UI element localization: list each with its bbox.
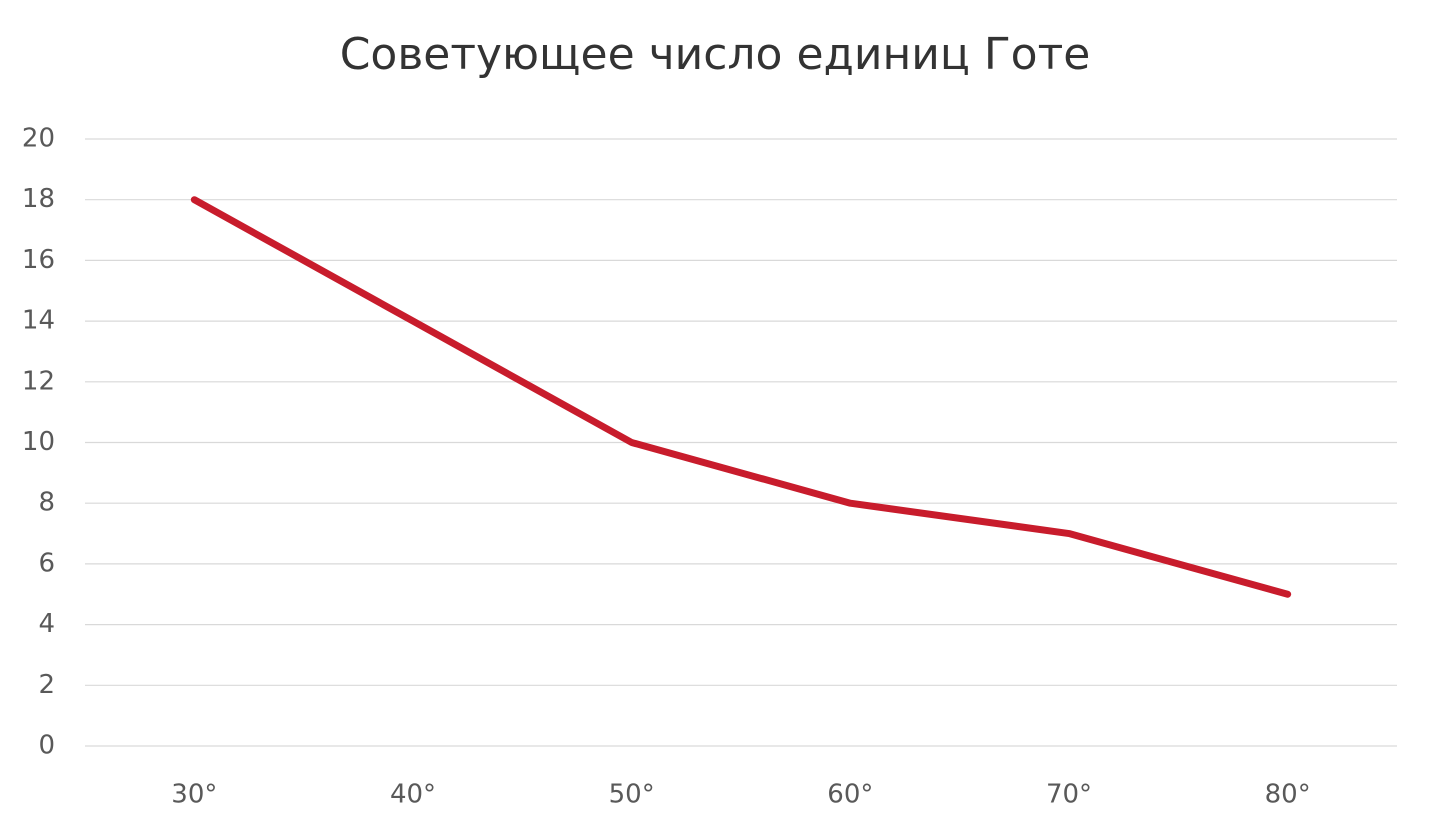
- y-tick-label: 4: [38, 609, 55, 639]
- x-tick-label: 40°: [390, 780, 436, 810]
- x-tick-label: 80°: [1265, 780, 1311, 810]
- y-tick-label: 6: [38, 548, 55, 578]
- data-line: [190, 196, 1292, 598]
- x-tick-label: 70°: [1046, 780, 1092, 810]
- y-tick-label: 16: [22, 245, 55, 275]
- x-tick-label: 60°: [827, 780, 873, 810]
- chart-title: Советующее число единиц Готе: [340, 29, 1091, 80]
- y-tick-label: 0: [38, 731, 55, 761]
- y-tick-label: 18: [22, 184, 55, 214]
- x-tick-label: 50°: [609, 780, 655, 810]
- y-tick-label: 2: [38, 670, 55, 700]
- y-tick-label: 12: [22, 366, 55, 396]
- y-tick-label: 10: [22, 427, 55, 457]
- y-tick-label: 20: [22, 124, 55, 154]
- y-tick-label: 8: [38, 488, 55, 518]
- x-tick-label: 30°: [171, 780, 217, 810]
- y-tick-label: 14: [22, 306, 55, 336]
